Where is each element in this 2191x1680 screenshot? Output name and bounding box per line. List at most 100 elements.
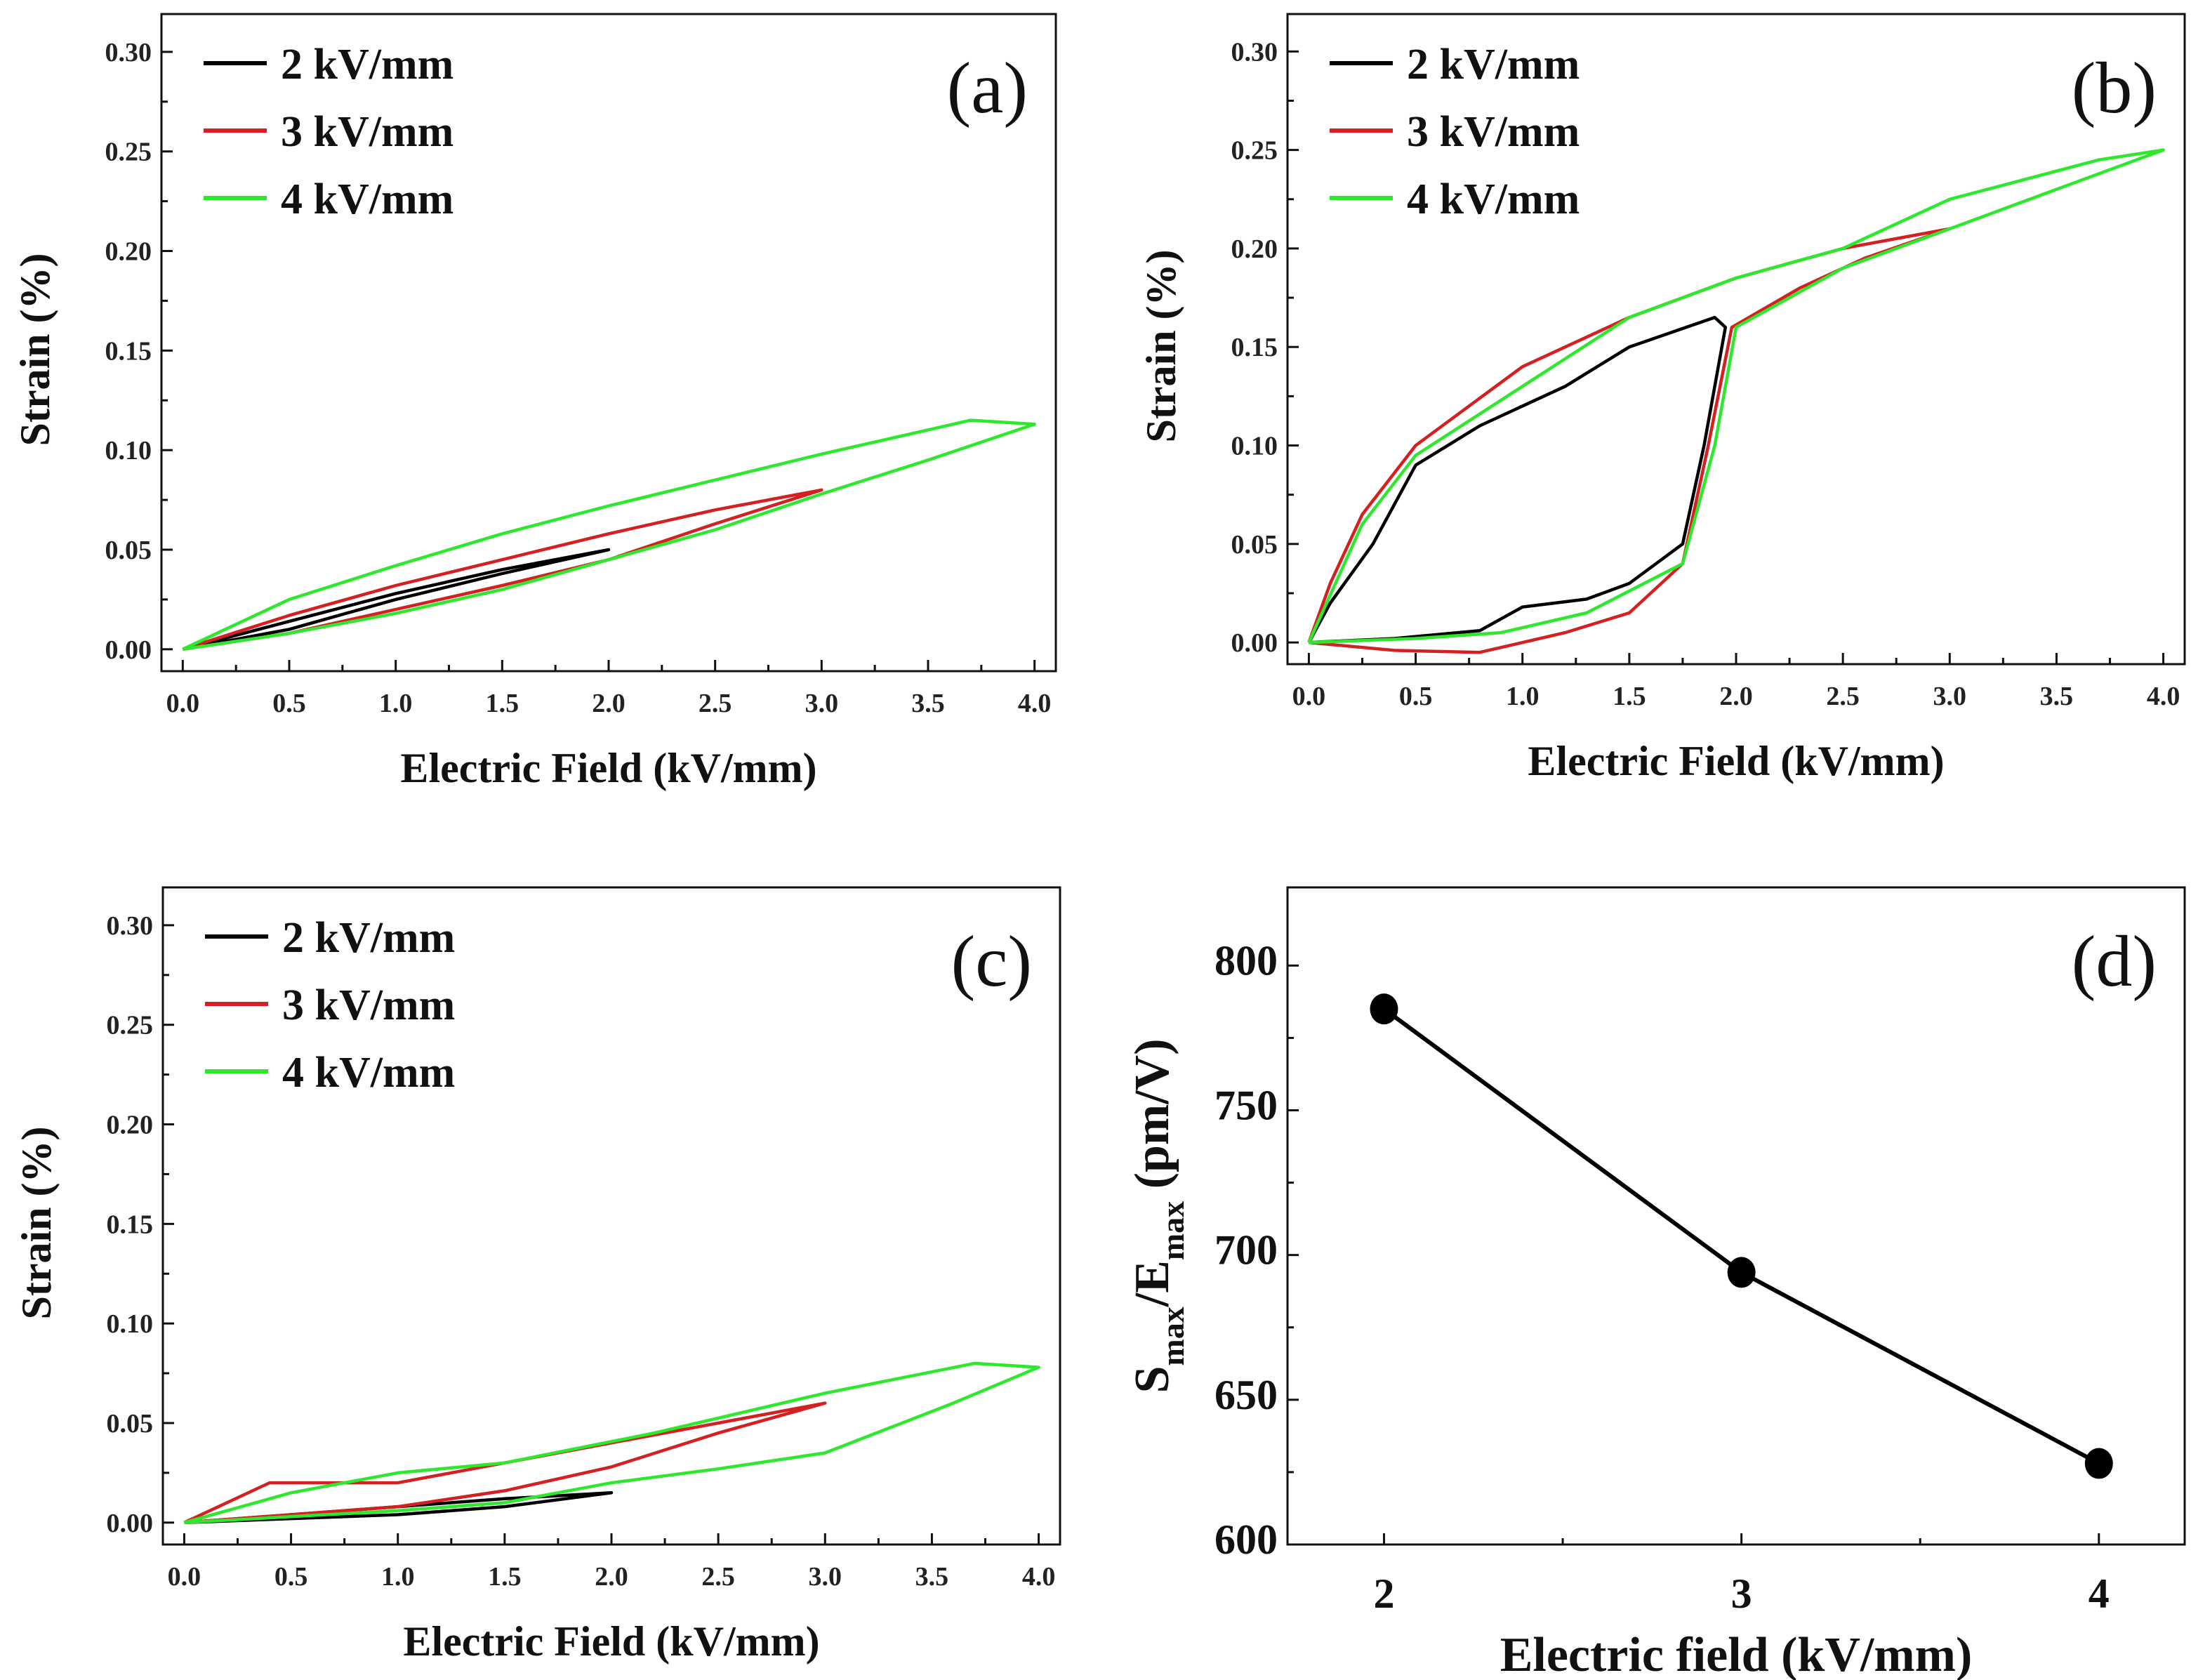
y-tick-label: 0.20 [105, 237, 152, 267]
x-tick-label: 2.5 [1826, 682, 1860, 711]
x-tick-label: 3.5 [2040, 682, 2074, 711]
y-tick-label: 0.15 [107, 1210, 154, 1239]
y-tick-label: 700 [1214, 1227, 1278, 1274]
y-tick-label: 0.25 [105, 138, 152, 167]
panel-a: 0.00 0.05 0.10 0.15 0.20 0.25 0.30 0.0 0.5 1.0 1.5… [12, 13, 1057, 791]
x-tick-label: 4 [2089, 1570, 2110, 1617]
series-line-2-kV-mm [1307, 315, 1728, 644]
panel-label: (a) [947, 48, 1028, 128]
x-tick-label: 3 [1731, 1570, 1752, 1617]
y-tick-label: 0.10 [107, 1309, 154, 1339]
legend-label: 4 kV/mm [281, 176, 454, 223]
y-axis-label: Strain (%) [12, 253, 58, 447]
series-line-4-kV-mm [1307, 148, 2165, 644]
x-tick-label: 1.5 [488, 1562, 522, 1592]
y-label-e: /E [1125, 1260, 1179, 1307]
y-label-unit: (pm/V) [1125, 1038, 1179, 1201]
x-tick-label: 1.0 [1506, 682, 1540, 711]
legend-label: 3 kV/mm [282, 981, 455, 1029]
y-tick-label: 0.30 [1231, 37, 1278, 67]
series-line-4-kV-mm [183, 1361, 1040, 1525]
y-tick-label: 0.15 [1231, 333, 1278, 362]
y-tick-label: 750 [1214, 1082, 1278, 1128]
data-point [1370, 993, 1398, 1025]
y-axis-label: Smax/Emax (pm/V) [1125, 1038, 1191, 1393]
x-tick-label: 1.5 [1613, 682, 1646, 711]
legend-label: 4 kV/mm [282, 1049, 455, 1097]
y-tick-label: 0.10 [1231, 432, 1278, 461]
y-axis-label: Strain (%) [13, 1127, 60, 1320]
series-line-3-kV-mm [183, 1401, 827, 1525]
y-tick-label: 0.00 [1231, 628, 1278, 658]
panel-label: (c) [951, 921, 1032, 1002]
panel-label: (b) [2072, 48, 2157, 128]
legend-label: 2 kV/mm [1407, 41, 1580, 88]
legend-label: 4 kV/mm [1407, 176, 1580, 223]
x-tick-label: 1.5 [486, 689, 519, 718]
series-line-2-kV-mm [182, 548, 611, 652]
x-tick-label: 1.0 [379, 689, 413, 718]
y-tick-label: 800 [1214, 937, 1278, 984]
y-tick-label: 0.05 [1231, 530, 1278, 560]
panel-b: 0.00 0.05 0.10 0.15 0.20 0.25 0.30 0.0 0.5 1.0 1.5… [1138, 13, 2186, 784]
data-point [2084, 1448, 2113, 1479]
y-tick-label: 0.25 [107, 1011, 154, 1040]
y-tick-label: 0.30 [107, 911, 154, 941]
plot-frame [1286, 886, 2186, 1546]
y-label-sub: max [1155, 1201, 1191, 1260]
y-tick-label: 650 [1214, 1372, 1278, 1418]
y-tick-label: 0.05 [105, 536, 152, 565]
y-label-sub: max [1155, 1307, 1191, 1365]
y-tick-label: 0.00 [105, 635, 152, 665]
x-tick-label: 0.0 [1292, 682, 1326, 711]
legend-label: 2 kV/mm [282, 914, 455, 962]
series-line-3-kV-mm [1307, 227, 1952, 654]
x-axis-label: Electric field (kV/mm) [1500, 1628, 1973, 1680]
x-tick-label: 0.0 [166, 689, 200, 718]
x-axis-label: Electric Field (kV/mm) [403, 1618, 819, 1665]
x-tick-label: 0.5 [272, 689, 306, 718]
legend-label: 3 kV/mm [1407, 108, 1580, 156]
y-tick-label: 0.10 [105, 436, 152, 465]
y-tick-label: 0.20 [107, 1111, 154, 1140]
y-tick-label: 0.30 [105, 38, 152, 67]
series-line-4-kV-mm [182, 418, 1036, 652]
y-tick-label: 0.05 [107, 1409, 154, 1438]
x-tick-label: 0.5 [1399, 682, 1433, 711]
y-label-s: S [1125, 1366, 1179, 1394]
panel-c: 0.00 0.05 0.10 0.15 0.20 0.25 0.30 0.0 0.5 1.0 1.5… [13, 886, 1061, 1665]
x-tick-label: 0.5 [274, 1562, 308, 1592]
x-axis-label: Electric Field (kV/mm) [400, 745, 816, 791]
x-tick-label: 2.0 [1719, 682, 1753, 711]
x-tick-label: 3.5 [911, 689, 945, 718]
x-tick-label: 3.0 [805, 689, 839, 718]
y-tick-label: 0.25 [1231, 136, 1278, 166]
panel-d: 600 650 700 750 800 2 3 4 Electric field (kV/mm)… [1125, 886, 2186, 1680]
x-tick-label: 2.0 [595, 1562, 628, 1592]
x-tick-label: 2.0 [592, 689, 625, 718]
series-line-3-kV-mm [182, 488, 823, 652]
y-tick-label: 0.00 [107, 1509, 154, 1538]
x-tick-label: 2 [1373, 1570, 1394, 1617]
panel-label: (d) [2072, 921, 2157, 1002]
x-tick-label: 0.0 [168, 1562, 201, 1592]
x-tick-label: 4.0 [2147, 682, 2180, 711]
x-axis-label: Electric Field (kV/mm) [1528, 738, 1944, 784]
x-tick-label: 4.0 [1022, 1562, 1056, 1592]
legend-label: 3 kV/mm [281, 108, 454, 156]
y-tick-label: 0.20 [1231, 234, 1278, 264]
x-tick-label: 2.5 [699, 689, 732, 718]
x-tick-label: 2.5 [701, 1562, 735, 1592]
y-tick-label: 0.15 [105, 336, 152, 366]
x-tick-label: 1.0 [381, 1562, 415, 1592]
series-line-data [1382, 1007, 2100, 1466]
x-tick-label: 3.0 [1933, 682, 1967, 711]
y-tick-label: 600 [1214, 1516, 1278, 1563]
y-axis-label: Strain (%) [1138, 250, 1184, 443]
legend-label: 2 kV/mm [281, 41, 454, 88]
x-tick-label: 3.0 [809, 1562, 842, 1592]
x-tick-label: 3.5 [915, 1562, 949, 1592]
x-tick-label: 4.0 [1018, 689, 1052, 718]
data-point [1727, 1257, 1756, 1288]
